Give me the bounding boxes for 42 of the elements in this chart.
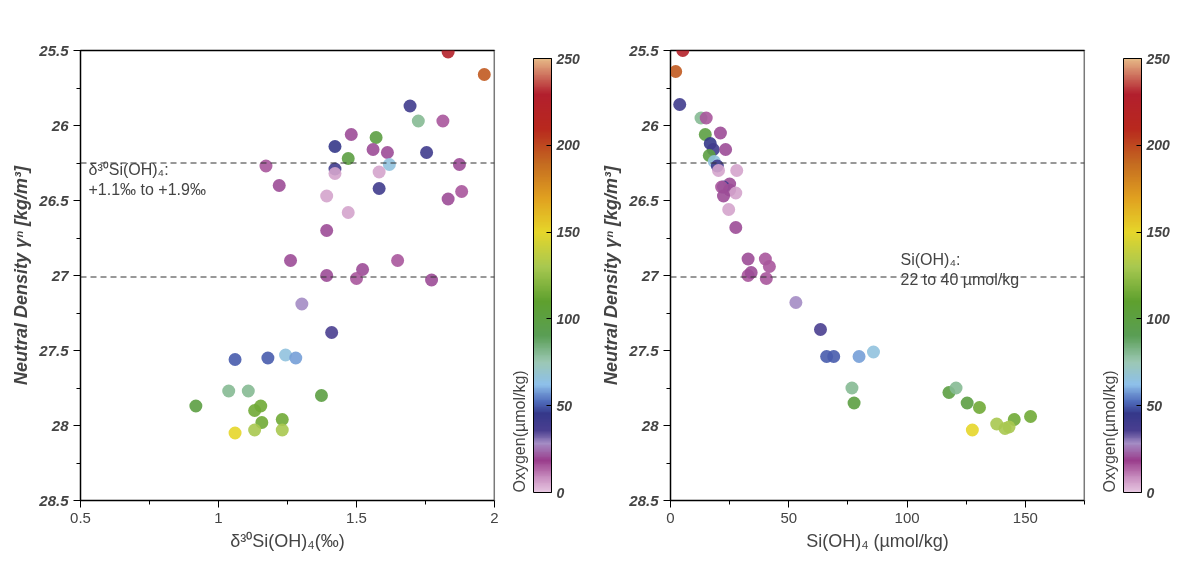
- y-tick-label: 27: [50, 266, 70, 284]
- x-tick-label: 1: [214, 508, 223, 526]
- annotation: Si(OH)₄: 22 to 40 µmol/kg: [900, 250, 1020, 288]
- y-tick-label: 28: [640, 416, 660, 434]
- y-tick-label: 26.5: [628, 191, 660, 209]
- y-tick-label: 27: [640, 266, 660, 284]
- y-axis-title: Neutral Density γⁿ [kg/m³]: [11, 164, 32, 386]
- y-tick-label: 27.5: [628, 341, 660, 359]
- color-bar-label: 50: [1146, 397, 1163, 414]
- color-bar-label: 250: [555, 50, 581, 67]
- x-axis-title: Si(OH)₄ (µmol/kg): [806, 530, 949, 551]
- color-bar-label: 0: [1146, 484, 1155, 501]
- color-bar-label: 150: [1146, 224, 1171, 241]
- color-bar-label: 50: [556, 397, 573, 414]
- x-axis-title: δ³⁰Si(OH)₄(‰): [230, 530, 345, 551]
- y-tick-label: 25.5: [38, 41, 70, 59]
- x-tick-label: 100: [894, 508, 920, 526]
- annotation: δ³⁰Si(OH)₄: +1.1‰ to +1.9‰: [88, 160, 206, 198]
- x-tick-label: 0.5: [70, 508, 91, 526]
- y-tick-label: 25.5: [628, 41, 660, 59]
- x-tick-label: 150: [1012, 508, 1038, 526]
- y-tick-label: 28.5: [628, 491, 660, 509]
- x-tick-label: 2: [490, 508, 499, 526]
- y-tick-label: 28.5: [38, 491, 70, 509]
- color-bar-label: 100: [1146, 310, 1171, 327]
- y-axis-title: Neutral Density γⁿ [kg/m³]: [601, 164, 622, 386]
- y-tick-label: 27.5: [38, 341, 70, 359]
- color-bar-title: Oxygen(µmol/kg): [510, 370, 528, 493]
- x-tick-label: 0: [666, 508, 675, 526]
- color-bar-label: 0: [556, 484, 565, 501]
- y-tick-label: 26: [50, 116, 70, 134]
- x-tick-label: 1.5: [346, 508, 367, 526]
- y-tick-label: 28: [50, 416, 70, 434]
- color-bar-title: Oxygen(µmol/kg): [1100, 370, 1118, 493]
- y-tick-label: 26.5: [38, 191, 70, 209]
- color-bar-label: 100: [556, 310, 581, 327]
- x-tick-label: 50: [780, 508, 798, 526]
- color-bar-label: 150: [556, 224, 581, 241]
- color-bar-label: 250: [1145, 50, 1171, 67]
- color-bar-label: 200: [555, 137, 581, 154]
- color-bar-label: 200: [1145, 137, 1171, 154]
- y-tick-label: 26: [640, 116, 660, 134]
